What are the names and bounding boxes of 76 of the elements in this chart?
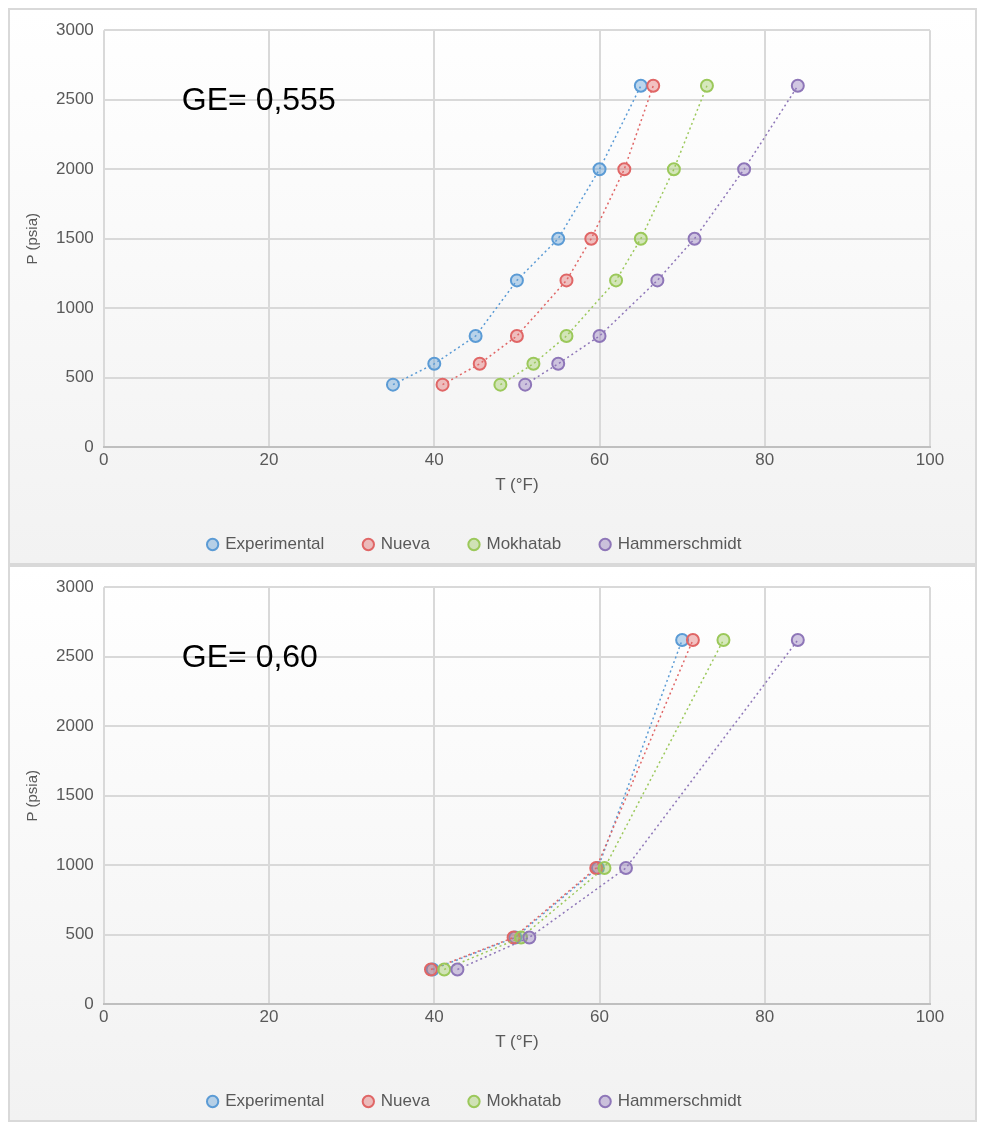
point xyxy=(559,329,574,343)
point xyxy=(493,377,508,392)
point xyxy=(737,162,752,177)
x-tick-label: 40 xyxy=(424,1007,444,1027)
x-tick-label: 60 xyxy=(590,450,609,470)
x-tick-label: 20 xyxy=(259,450,279,470)
x-tick-label: 80 xyxy=(755,1007,775,1027)
point xyxy=(551,231,566,246)
point xyxy=(435,377,450,392)
point xyxy=(646,78,661,93)
annotation: GE= 0,555 xyxy=(181,81,336,118)
point xyxy=(559,273,574,288)
point xyxy=(468,329,483,343)
y-tick-label: 2000 xyxy=(55,715,94,735)
point xyxy=(592,329,607,343)
y-tick-label: 500 xyxy=(65,367,94,387)
point xyxy=(526,356,541,371)
point xyxy=(633,78,648,93)
annotation: GE= 0,60 xyxy=(181,638,318,675)
point xyxy=(437,962,452,977)
legend-label: Nueva xyxy=(380,1091,431,1111)
point xyxy=(551,356,566,371)
point xyxy=(522,930,537,945)
x-tick-label: 0 xyxy=(99,1007,109,1027)
point xyxy=(597,860,612,875)
x-tick-label: 100 xyxy=(915,450,945,470)
y-tick-label: 1000 xyxy=(55,854,94,874)
x-axis-title: T (°F) xyxy=(495,1032,539,1052)
y-tick-label: 3000 xyxy=(55,576,94,596)
legend-label: Hammerschmidt xyxy=(617,1091,742,1111)
y-tick-label: 1000 xyxy=(55,297,94,317)
point xyxy=(509,273,524,288)
point xyxy=(790,633,805,648)
y-axis-title: P (psia) xyxy=(23,769,41,822)
point xyxy=(790,78,805,93)
point xyxy=(609,273,624,288)
point xyxy=(618,860,633,875)
point xyxy=(687,231,702,246)
point xyxy=(472,356,487,371)
x-tick-label: 100 xyxy=(915,1007,945,1027)
x-tick-label: 0 xyxy=(99,450,109,470)
point xyxy=(617,162,632,177)
point xyxy=(450,962,465,977)
y-tick-label: 0 xyxy=(84,436,94,456)
point xyxy=(716,633,731,648)
point xyxy=(685,633,700,648)
x-tick-label: 40 xyxy=(424,450,444,470)
y-tick-label: 3000 xyxy=(55,19,94,39)
y-tick-label: 0 xyxy=(84,993,94,1013)
point xyxy=(666,162,681,177)
x-tick-label: 20 xyxy=(259,1007,279,1027)
point xyxy=(427,356,442,371)
y-tick-label: 2500 xyxy=(55,646,94,666)
point xyxy=(385,377,400,392)
point xyxy=(592,162,607,177)
legend-label: Experimental xyxy=(225,534,325,554)
y-tick-label: 500 xyxy=(65,924,94,944)
y-tick-label: 2500 xyxy=(55,89,94,109)
point xyxy=(509,329,524,343)
x-axis-title: T (°F) xyxy=(495,475,539,495)
y-axis-title: P (psia) xyxy=(23,212,41,265)
y-tick-label: 2000 xyxy=(55,158,94,178)
point xyxy=(633,231,648,246)
legend-label: Hammerschmidt xyxy=(617,534,742,554)
legend-label: Nueva xyxy=(380,534,431,554)
point xyxy=(650,273,665,288)
legend-label: Experimental xyxy=(225,1091,325,1111)
y-tick-label: 1500 xyxy=(55,785,94,805)
x-tick-label: 80 xyxy=(755,450,775,470)
point xyxy=(584,231,599,246)
x-tick-label: 60 xyxy=(590,1007,609,1027)
point xyxy=(518,377,533,392)
legend-label: Mokhatab xyxy=(486,534,562,554)
legend-label: Mokhatab xyxy=(486,1091,562,1111)
point xyxy=(699,78,714,93)
y-tick-label: 1500 xyxy=(55,228,94,248)
